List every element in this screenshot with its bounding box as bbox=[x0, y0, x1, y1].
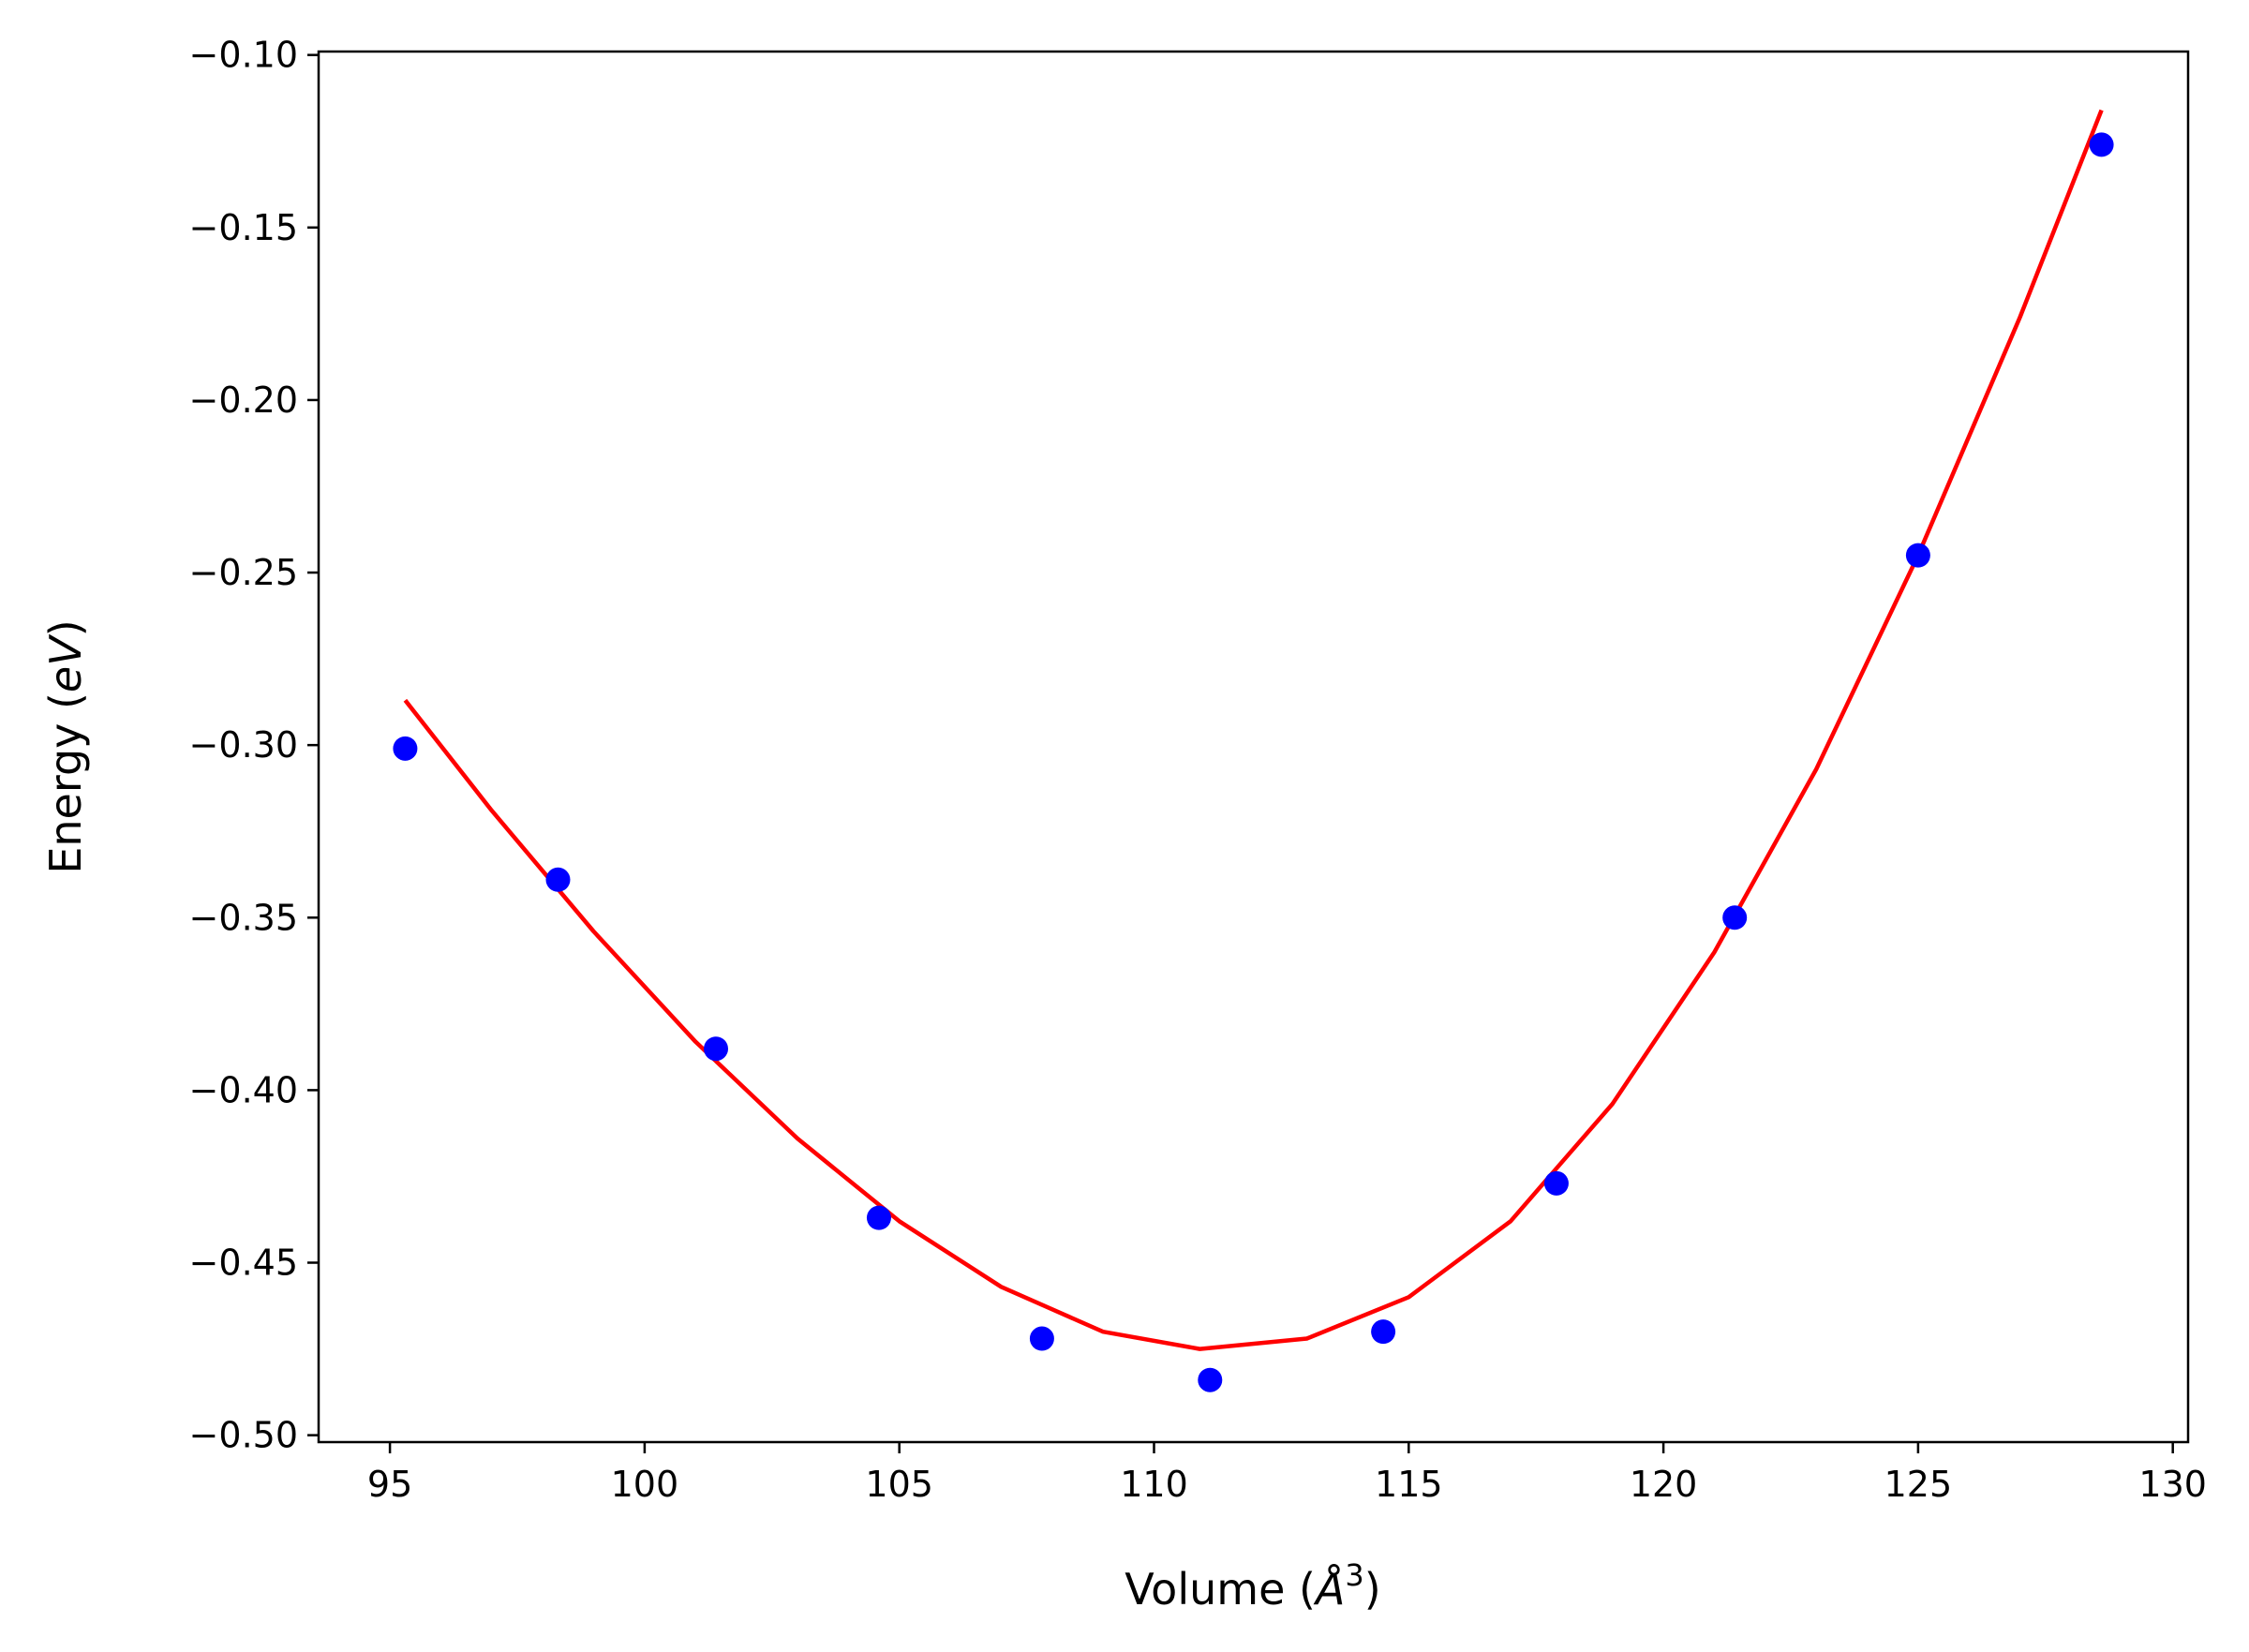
y-axis-label-prefix: Energy ( bbox=[40, 692, 91, 874]
plot-area bbox=[319, 52, 2188, 1442]
data-point bbox=[1722, 905, 1748, 930]
y-tick-label: −0.10 bbox=[189, 35, 298, 76]
data-point bbox=[704, 1036, 729, 1062]
x-tick-label: 115 bbox=[1375, 1464, 1443, 1505]
data-point bbox=[1371, 1319, 1396, 1345]
y-axis-ticks: −0.10 −0.15 −0.20 −0.25 −0.30 −0.35 −0.40 −0.45… bbox=[189, 35, 319, 1456]
x-tick-label: 105 bbox=[865, 1464, 933, 1505]
y-tick-label: −0.15 bbox=[189, 207, 298, 248]
x-tick-label: 95 bbox=[367, 1464, 412, 1505]
x-tick-label: 110 bbox=[1120, 1464, 1188, 1505]
x-tick-label: 125 bbox=[1884, 1464, 1953, 1505]
x-tick-label: 100 bbox=[611, 1464, 679, 1505]
x-axis-label: Volume (Å3) bbox=[1124, 1557, 1380, 1615]
data-point bbox=[2089, 132, 2114, 157]
data-point bbox=[1029, 1326, 1054, 1351]
data-point bbox=[393, 736, 418, 761]
x-axis-label-prefix: Volume ( bbox=[1124, 1564, 1316, 1615]
data-points bbox=[393, 132, 2114, 1392]
data-point bbox=[1543, 1170, 1569, 1196]
y-tick-label: −0.45 bbox=[189, 1243, 298, 1284]
plot-frame bbox=[317, 50, 2190, 1444]
y-tick-label: −0.50 bbox=[189, 1415, 298, 1456]
y-tick-label: −0.40 bbox=[189, 1069, 298, 1110]
y-axis-label-unit: eV bbox=[40, 633, 91, 692]
y-axis-label-suffix: ) bbox=[40, 619, 91, 636]
x-axis-label-suffix: ) bbox=[1364, 1564, 1381, 1615]
data-point bbox=[1198, 1367, 1223, 1392]
x-tick-label: 120 bbox=[1630, 1464, 1698, 1505]
data-point bbox=[1905, 543, 1930, 568]
data-point bbox=[866, 1205, 891, 1230]
y-tick-label: −0.30 bbox=[189, 724, 298, 766]
x-axis-label-superscript: 3 bbox=[1345, 1557, 1363, 1593]
y-tick-label: −0.35 bbox=[189, 897, 298, 938]
data-point bbox=[545, 867, 571, 892]
y-tick-label: −0.25 bbox=[189, 552, 298, 593]
y-axis-label: Energy (eV) bbox=[40, 619, 91, 873]
y-tick-label: −0.20 bbox=[189, 380, 298, 421]
fit-curve bbox=[403, 109, 2104, 1351]
x-tick-label: 130 bbox=[2138, 1464, 2207, 1505]
x-axis-label-unit: Å bbox=[1313, 1564, 1345, 1615]
x-axis-ticks: 95 100 105 110 115 120 125 130 bbox=[367, 1442, 2207, 1505]
